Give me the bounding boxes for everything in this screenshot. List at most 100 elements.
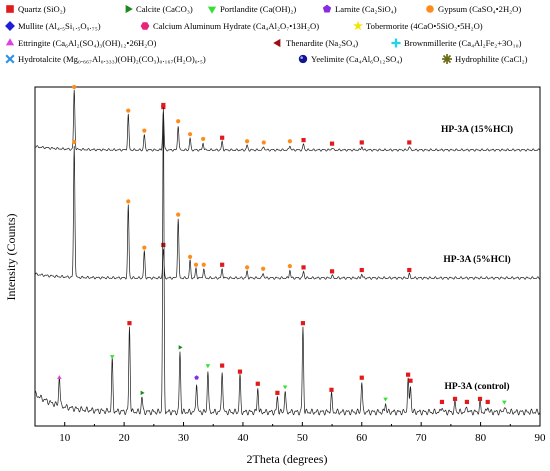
y-axis-title: Intensity (Counts) xyxy=(4,214,18,301)
x-tick-label: 20 xyxy=(119,432,131,444)
legend-label: Calcite (CaCO₃) xyxy=(136,4,193,14)
peak-marker-square xyxy=(301,265,306,270)
legend: Quartz (SiO₂) Calcite (CaCO₃) Portlandite … xyxy=(5,4,528,64)
peak-marker-circle xyxy=(176,119,181,124)
x-tick-label: 60 xyxy=(356,432,368,444)
peak-marker-square xyxy=(359,267,364,273)
legend-marker-square xyxy=(6,5,14,13)
peak-marker-circle xyxy=(176,212,181,217)
diffraction-trace xyxy=(34,89,541,152)
legend-item: Brownmillerite (Ca₄Al₂Fe₂+3O₁₀) xyxy=(391,38,522,48)
peak-marker-circle xyxy=(126,199,131,204)
peak-marker-triangle-down xyxy=(502,400,507,405)
peak-marker-circle xyxy=(261,266,266,271)
legend-marker-triangle-up xyxy=(5,38,15,46)
peak-marker-circle xyxy=(261,140,266,145)
peak-marker-square xyxy=(161,102,166,108)
peak-marker-circle xyxy=(201,262,206,267)
legend-item: Calcium Aluminum Hydrate (Ca₄Al₂O₇•13H₂O… xyxy=(140,21,319,31)
legend-label: Larnite (Ca₂SiO₄) xyxy=(335,4,397,14)
series-1: HP-3A (15%HCl) xyxy=(34,84,541,152)
legend-item: Calcite (CaCO₃) xyxy=(125,4,193,14)
x-axis-title: 2Theta (degrees) xyxy=(247,452,328,466)
legend-item: Mullite (Al₄.₅Si₁.₅O₉.₇₅) xyxy=(5,21,101,31)
legend-item: Gypsum (CaSO₄•2H₂O) xyxy=(426,4,521,14)
series-2: HP-3A (5%HCl) xyxy=(34,139,541,280)
peak-marker-circle xyxy=(245,265,250,270)
peak-marker-square xyxy=(359,140,364,145)
legend-marker-triangle-down xyxy=(207,6,217,14)
peak-marker-triangle-down xyxy=(383,397,388,402)
peak-marker-square xyxy=(407,140,412,145)
peak-marker-square xyxy=(220,363,225,368)
peak-marker-triangle-right xyxy=(140,390,145,396)
x-tick-label: 80 xyxy=(475,432,487,444)
legend-item: Hydrotalcite (Mg₀.₆₆₇Al₀.₃₃₃)(OH)₂(CO₃)₀… xyxy=(5,54,206,64)
peak-marker-pentagon xyxy=(194,375,199,380)
legend-marker-ball xyxy=(298,54,308,64)
peak-marker-circle xyxy=(287,139,292,144)
legend-marker-pentagon xyxy=(322,4,332,13)
peak-marker-square xyxy=(300,321,306,326)
peak-marker-square xyxy=(406,372,411,377)
peak-marker-circle xyxy=(245,139,250,144)
legend-marker-triangle-left xyxy=(273,38,281,48)
legend-label: Yeelimite (Ca₄Al₆O₁₂SO₄) xyxy=(311,54,402,64)
legend-marker-circle xyxy=(426,5,434,13)
peak-marker-square xyxy=(220,135,225,140)
peak-marker-square xyxy=(237,369,243,374)
x-tick-label: 90 xyxy=(535,432,547,444)
legend-label: Tobermorite (4CaO•5SiO₂•5H₂O) xyxy=(366,21,483,31)
legend-item: Tobermorite (4CaO•5SiO₂•5H₂O) xyxy=(353,20,483,31)
legend-label: Quartz (SiO₂) xyxy=(18,4,66,14)
series-3: HP-3A (control) xyxy=(34,102,541,416)
peak-marker-square xyxy=(485,399,490,405)
peak-marker-circle xyxy=(187,254,193,259)
peak-marker-square xyxy=(220,262,225,267)
legend-marker-triangle-right xyxy=(125,4,133,14)
legend-label: Portlandite (Ca(OH)₂) xyxy=(220,4,296,14)
legend-item: Yeelimite (Ca₄Al₆O₁₂SO₄) xyxy=(298,54,402,64)
plot-frame xyxy=(34,86,541,427)
peak-marker-circle xyxy=(142,128,147,133)
peak-marker-triangle-right xyxy=(178,345,183,350)
peak-marker-circle xyxy=(72,139,77,145)
peak-marker-square xyxy=(477,396,483,402)
peak-marker-square xyxy=(464,399,470,405)
peak-marker-circle xyxy=(287,263,292,269)
series-label: HP-3A (control) xyxy=(445,381,510,392)
peak-marker-circle xyxy=(142,245,147,250)
peak-marker-triangle-up xyxy=(57,375,62,380)
peak-marker-circle xyxy=(193,262,199,267)
x-tick-label: 30 xyxy=(178,432,190,444)
legend-label: Hydrophilite (CaCl₂) xyxy=(455,54,528,64)
peak-marker-square xyxy=(255,381,260,386)
legend-marker-plus xyxy=(391,38,401,48)
legend-label: Calcium Aluminum Hydrate (Ca₄Al₂O₇•13H₂O… xyxy=(153,21,319,31)
peak-marker-square xyxy=(408,378,413,383)
peak-marker-triangle-down xyxy=(109,355,115,360)
legend-marker-x xyxy=(5,54,15,64)
peak-marker-square xyxy=(359,375,364,380)
legend-marker-diamond xyxy=(5,21,15,31)
legend-item: Thenardite (Na₂SO₄) xyxy=(273,38,358,48)
x-tick-label: 50 xyxy=(297,432,309,444)
peak-marker-square xyxy=(275,390,280,395)
peak-marker-triangle-down xyxy=(205,364,211,369)
legend-item: Hydrophilite (CaCl₂) xyxy=(442,54,528,64)
series-label: HP-3A (15%HCl) xyxy=(441,124,513,135)
peak-marker-circle xyxy=(72,84,77,90)
x-tick-label: 10 xyxy=(59,432,71,444)
plot-area: HP-3A (15%HCl) HP-3A (5%HCl) HP-3A (contro… xyxy=(34,84,541,416)
peak-marker-square xyxy=(127,321,132,326)
legend-marker-asterisk xyxy=(442,54,452,64)
diffraction-trace xyxy=(34,145,541,280)
x-tick-label: 70 xyxy=(416,432,428,444)
peak-marker-square xyxy=(329,387,334,392)
peak-marker-circle xyxy=(126,108,131,113)
legend-marker-star xyxy=(353,20,363,31)
legend-item: Quartz (SiO₂) xyxy=(6,4,66,14)
peak-marker-triangle-down xyxy=(282,385,288,390)
legend-item: Larnite (Ca₂SiO₄) xyxy=(322,4,397,14)
legend-label: Ettringite (Ca₆Al₂(SO₄)₃(OH)₁₂•26H₂O) xyxy=(18,38,156,48)
